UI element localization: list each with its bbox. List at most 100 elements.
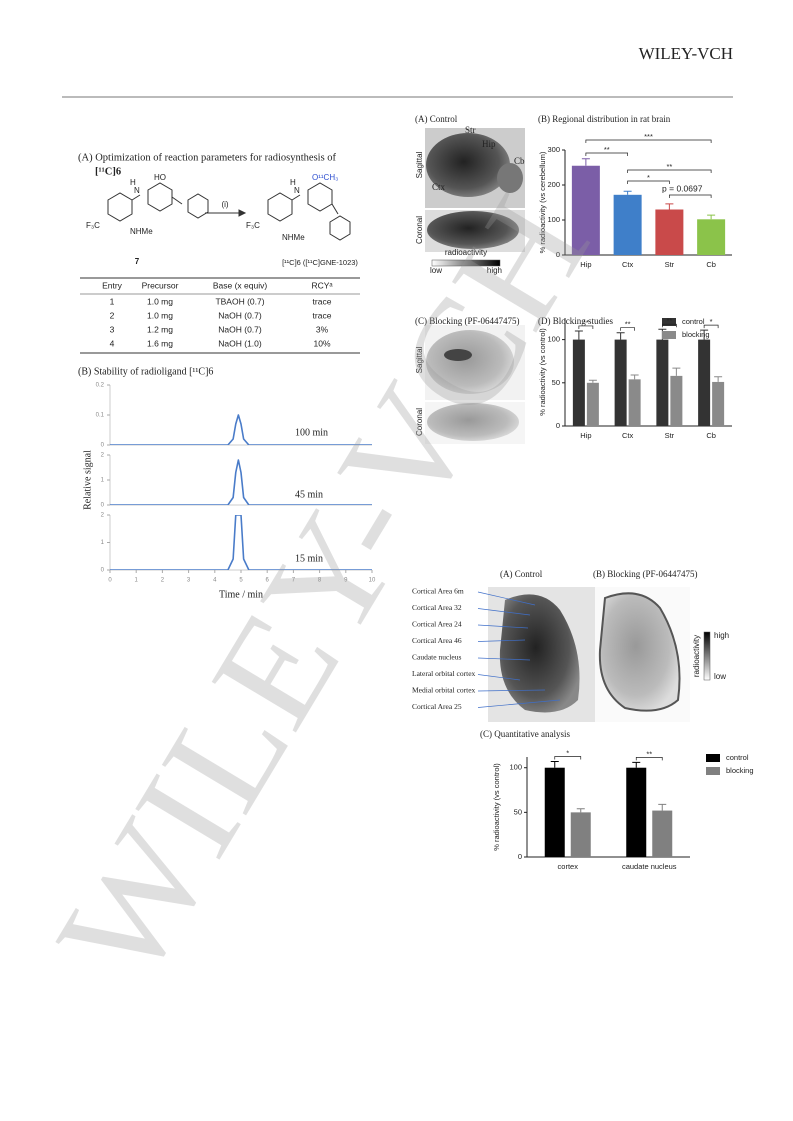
- trace-label: 15 min: [295, 553, 323, 564]
- error-bar: [581, 158, 590, 166]
- table-header: Entry: [102, 280, 123, 290]
- publisher: WILEY-VCH: [639, 44, 733, 63]
- region-label: Cb: [514, 156, 525, 166]
- table-cell: 1.0 mg: [147, 310, 173, 320]
- y-label: Relative signal: [82, 450, 93, 510]
- x-tick-label: Str: [665, 431, 675, 440]
- rat-sagittal-brain-blocked: [426, 330, 514, 394]
- error-bar: [707, 214, 716, 220]
- significance-label: **: [666, 162, 672, 171]
- y-label: % radioactivity (vs cerebellum): [538, 151, 547, 253]
- legend-label: blocking: [682, 330, 710, 339]
- x-tick-label: Ctx: [622, 431, 634, 440]
- y-tick-label: 1: [101, 540, 105, 546]
- bar: [571, 165, 600, 255]
- legend-label: control: [726, 753, 749, 762]
- x-tick-label: 3: [187, 578, 191, 584]
- region-pointer: [477, 689, 546, 692]
- significance-label: p = 0.0697: [662, 183, 703, 193]
- significance-bracket: [585, 152, 628, 156]
- table-header: RCYᵃ: [311, 280, 333, 290]
- bar: [572, 339, 585, 426]
- label: 7: [135, 257, 140, 266]
- x-tick-label: 4: [213, 578, 217, 584]
- table-cell: 1.2 mg: [147, 324, 173, 334]
- view-label: Sagittal: [415, 346, 424, 373]
- table-cell: 3: [110, 324, 115, 334]
- significance-label: *: [710, 317, 713, 326]
- significance-bracket: [627, 169, 712, 173]
- region-label: Hip: [482, 139, 496, 149]
- significance-label: ***: [644, 132, 653, 141]
- significance-label: *: [647, 173, 650, 182]
- y-tick-label: 300: [547, 145, 560, 154]
- table-header: Precursor: [142, 280, 179, 290]
- region-pointer: [477, 657, 531, 661]
- trace-label: 45 min: [295, 489, 323, 500]
- significance-label: **: [583, 318, 589, 327]
- label: [¹¹C]6 ([¹¹C]GNE-1023): [282, 258, 358, 267]
- significance-bracket: [585, 139, 712, 143]
- colorbar-low: low: [714, 672, 726, 681]
- primate-colorbar: [703, 631, 711, 681]
- label: N: [294, 186, 300, 195]
- table-cell: NaOH (0.7): [218, 324, 262, 334]
- error-bar: [588, 379, 597, 383]
- label: H: [290, 178, 296, 187]
- y-tick-label: 0: [556, 250, 560, 259]
- region-pointer: [477, 674, 521, 681]
- colorbar-high: high: [487, 266, 502, 275]
- primate-control-brain: [499, 594, 580, 713]
- trace: [110, 459, 372, 505]
- error-bar: [616, 332, 625, 340]
- bar: [628, 379, 641, 426]
- bar: [586, 382, 599, 426]
- x-tick-label: 9: [344, 578, 348, 584]
- legend-label: control: [682, 317, 705, 326]
- significance-bracket: [703, 324, 719, 329]
- x-tick-label: 7: [292, 578, 296, 584]
- y-tick-label: 2: [101, 453, 105, 459]
- table-cell: 1.6 mg: [147, 338, 173, 348]
- significance-label: **: [625, 320, 631, 329]
- x-tick-label: Cb: [706, 260, 716, 269]
- region-label: Cortical Area 46: [412, 636, 462, 645]
- table-cell: 3%: [316, 324, 329, 334]
- y-tick-label: 200: [547, 180, 560, 189]
- error-bar: [700, 329, 709, 340]
- error-bar: [550, 760, 559, 768]
- primate-blocking-brain: [598, 592, 681, 712]
- region-label: Cortical Area 32: [412, 603, 462, 612]
- legend-swatch: [706, 767, 720, 775]
- label: H: [130, 178, 136, 187]
- x-label: Time / min: [219, 589, 263, 600]
- significance-bracket: [554, 756, 582, 760]
- y-tick-label: 0.1: [96, 413, 105, 419]
- label: F₃C: [86, 221, 100, 230]
- significance-bracket: [669, 194, 712, 198]
- x-tick-label: Hip: [580, 260, 591, 269]
- table-header: Base (x equiv): [213, 280, 267, 290]
- table-cell: 2: [110, 310, 115, 320]
- table-cell: 1: [110, 296, 115, 306]
- chart-title: (C) Quantitative analysis: [480, 729, 570, 739]
- legend-label: blocking: [726, 766, 754, 775]
- x-tick-label: Hip: [580, 431, 591, 440]
- significance-bracket: [627, 180, 670, 184]
- y-tick-label: 100: [547, 215, 560, 224]
- significance-bracket: [578, 325, 594, 329]
- trace: [110, 515, 372, 570]
- panel-title: (B) Blocking (PF-06447475): [593, 569, 698, 579]
- trace-label: 100 min: [295, 427, 328, 438]
- bar: [613, 194, 642, 255]
- error-bar: [665, 203, 674, 210]
- region-label: Cortical Area 6m: [412, 587, 464, 596]
- table-cell: 4: [110, 338, 115, 348]
- chart-title: (D) Blocking studies: [538, 316, 613, 326]
- scheme-title: (A) Optimization of reaction parameters …: [78, 152, 337, 163]
- y-tick-label: 2: [101, 513, 105, 519]
- label: HO: [154, 173, 166, 182]
- x-tick-label: cortex: [558, 862, 579, 871]
- bar: [614, 339, 627, 426]
- label: N: [134, 186, 140, 195]
